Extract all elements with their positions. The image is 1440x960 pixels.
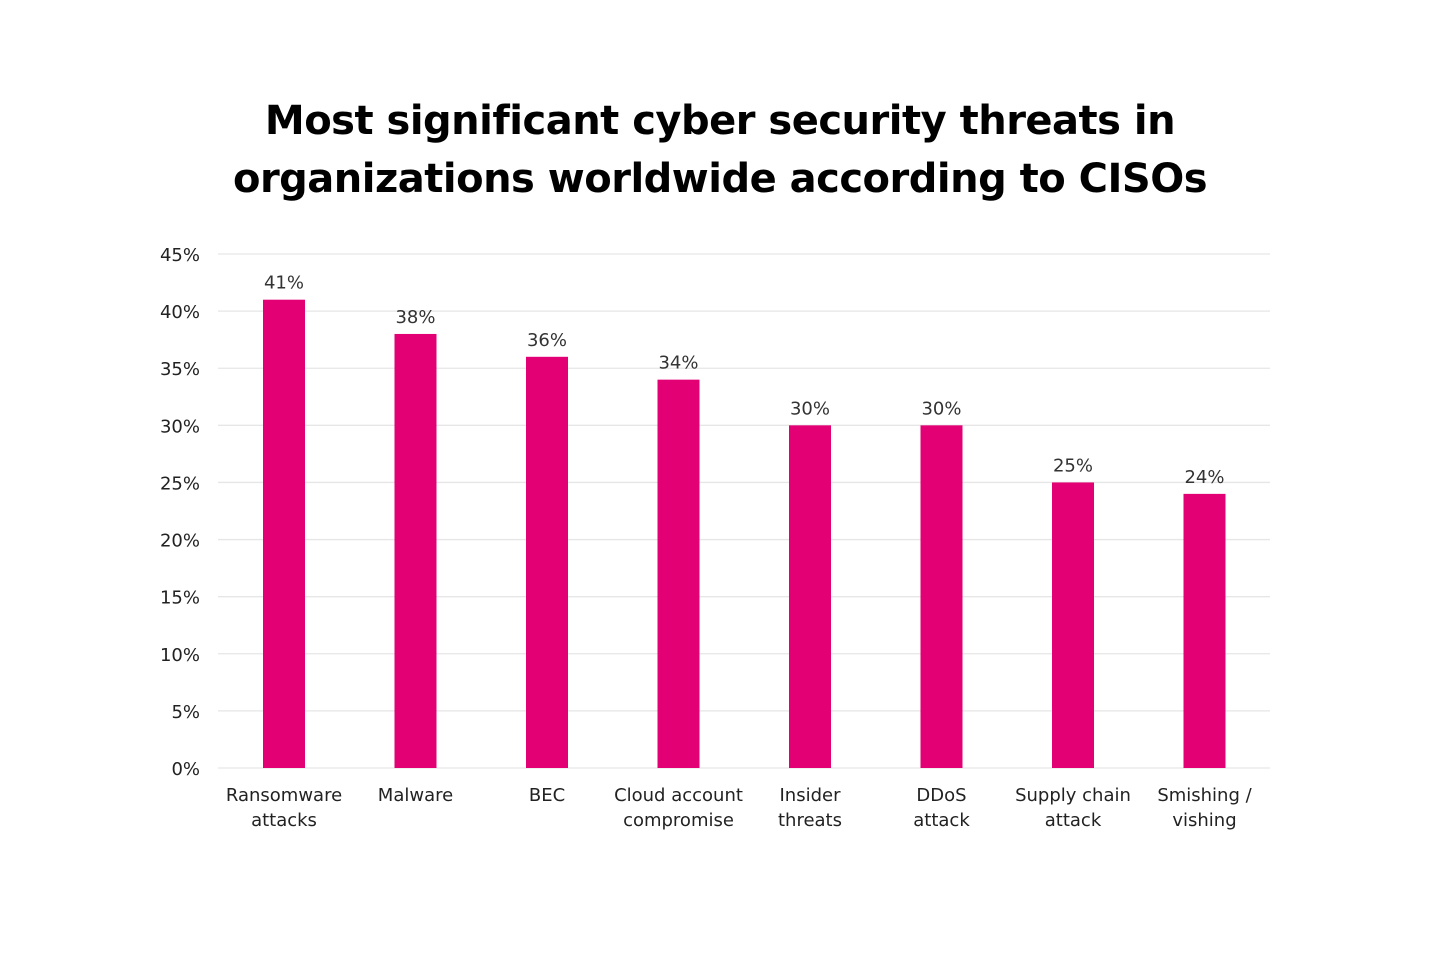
x-tick-label: BEC	[529, 785, 565, 806]
data-label: 38%	[395, 307, 435, 328]
x-tick-label: DDoS	[916, 785, 966, 806]
x-tick-label: Supply chain	[1015, 785, 1131, 806]
x-tick-label: compromise	[623, 810, 734, 831]
y-tick-label: 10%	[160, 645, 200, 666]
x-tick-label: attacks	[251, 810, 317, 831]
data-label: 24%	[1184, 467, 1224, 488]
x-tick-label: Ransomware	[226, 785, 342, 806]
x-tick-label: Insider	[780, 785, 842, 806]
data-label: 30%	[790, 398, 830, 419]
x-tick-label: attack	[913, 810, 970, 831]
bar	[1052, 482, 1094, 768]
x-tick-label: attack	[1045, 810, 1102, 831]
y-tick-label: 15%	[160, 588, 200, 609]
y-tick-label: 25%	[160, 473, 200, 494]
bar	[1183, 493, 1226, 768]
bar	[789, 425, 831, 768]
y-tick-label: 5%	[171, 702, 200, 723]
data-label: 25%	[1053, 455, 1093, 476]
x-tick-label: vishing	[1172, 810, 1236, 831]
data-label: 30%	[921, 398, 961, 419]
y-tick-label: 35%	[160, 359, 200, 380]
data-label: 36%	[527, 330, 567, 351]
y-tick-label: 45%	[160, 245, 200, 266]
x-tick-label: Malware	[378, 785, 453, 806]
x-tick-label: Cloud account	[614, 785, 743, 806]
data-label: 41%	[264, 273, 304, 294]
y-tick-label: 0%	[171, 759, 200, 780]
x-tick-label: threats	[778, 810, 842, 831]
chart-title: Most significant cyber security threats …	[0, 92, 1440, 208]
chart-title-line-2: organizations worldwide according to CIS…	[232, 156, 1208, 202]
y-tick-label: 30%	[160, 416, 200, 437]
bar	[657, 379, 700, 768]
x-tick-label: Smishing /	[1157, 785, 1252, 806]
data-label: 34%	[658, 353, 698, 374]
chart-title-line-1: Most significant cyber security threats …	[264, 98, 1176, 144]
bar	[394, 333, 437, 768]
y-tick-label: 20%	[160, 531, 200, 552]
bar	[526, 356, 568, 768]
bar	[920, 425, 963, 768]
y-tick-label: 40%	[160, 302, 200, 323]
bar	[263, 299, 305, 768]
